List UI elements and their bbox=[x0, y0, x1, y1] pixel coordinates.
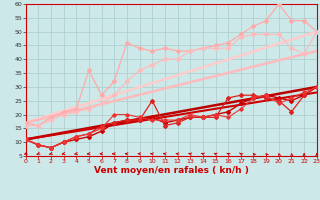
X-axis label: Vent moyen/en rafales ( kn/h ): Vent moyen/en rafales ( kn/h ) bbox=[94, 166, 249, 175]
